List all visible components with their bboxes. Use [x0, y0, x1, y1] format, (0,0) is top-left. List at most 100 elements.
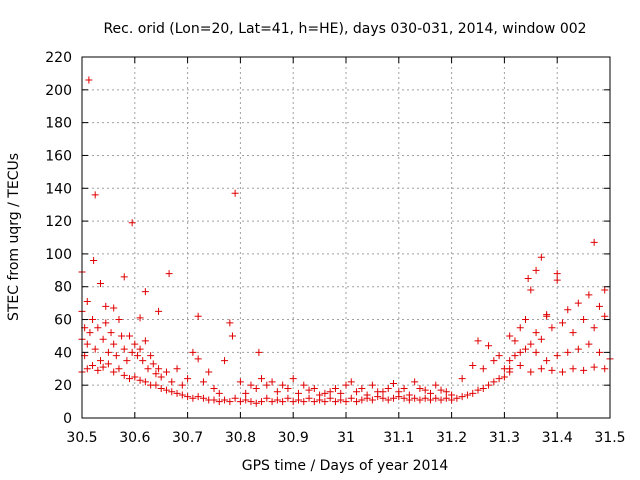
data-point: [85, 76, 93, 84]
data-point: [189, 394, 197, 402]
data-point: [118, 332, 126, 340]
data-point: [331, 384, 339, 392]
data-point: [442, 388, 450, 396]
data-point: [337, 389, 345, 397]
data-point: [585, 291, 593, 299]
data-point: [112, 352, 120, 360]
data-point: [564, 306, 572, 314]
data-point: [96, 357, 104, 365]
x-tick-label: 31.4: [542, 430, 573, 446]
data-point: [474, 386, 482, 394]
data-point: [421, 394, 429, 402]
data-point: [353, 388, 361, 396]
data-point: [126, 375, 134, 383]
data-point: [490, 357, 498, 365]
data-point: [358, 396, 366, 404]
y-tick-label: 160: [45, 148, 72, 164]
y-tick-label: 200: [45, 83, 72, 99]
data-point: [495, 352, 503, 360]
data-point: [289, 375, 297, 383]
grid: [82, 57, 610, 418]
data-point: [104, 348, 112, 356]
data-point: [400, 384, 408, 392]
data-point: [558, 319, 566, 327]
data-point: [426, 389, 434, 397]
data-point: [173, 389, 181, 397]
data-point: [289, 398, 297, 406]
data-point: [411, 394, 419, 402]
data-point: [363, 391, 371, 399]
data-point: [506, 357, 514, 365]
data-point: [524, 275, 532, 283]
data-point: [432, 394, 440, 402]
data-point: [347, 394, 355, 402]
data-point: [469, 361, 477, 369]
data-point: [569, 329, 577, 337]
data-point: [305, 386, 313, 394]
data-point: [136, 376, 144, 384]
data-point: [321, 398, 329, 406]
data-point: [548, 366, 556, 374]
data-point: [120, 345, 128, 353]
data-point: [194, 355, 202, 363]
data-point: [263, 394, 271, 402]
data-point: [284, 384, 292, 392]
data-point: [405, 391, 413, 399]
data-point: [316, 391, 324, 399]
data-point: [91, 191, 99, 199]
data-point: [379, 394, 387, 402]
data-point: [255, 348, 263, 356]
data-point: [368, 396, 376, 404]
data-point: [564, 348, 572, 356]
data-point: [107, 329, 115, 337]
x-tick-label: 30.6: [119, 430, 150, 446]
data-point: [553, 276, 561, 284]
data-point: [601, 286, 609, 294]
data-point: [284, 394, 292, 402]
data-point: [83, 365, 91, 373]
data-point: [120, 273, 128, 281]
data-point: [136, 314, 144, 322]
data-point: [184, 393, 192, 401]
data-point: [321, 389, 329, 397]
data-point: [141, 288, 149, 296]
data-point: [374, 388, 382, 396]
data-point: [210, 384, 218, 392]
data-point: [347, 378, 355, 386]
data-point: [543, 357, 551, 365]
data-point: [442, 394, 450, 402]
data-point: [479, 384, 487, 392]
data-point: [258, 398, 266, 406]
data-point: [157, 373, 165, 381]
data-point: [453, 394, 461, 402]
data-point: [310, 384, 318, 392]
data-point: [162, 386, 170, 394]
data-point: [553, 270, 561, 278]
data-point: [479, 365, 487, 373]
data-point: [215, 389, 223, 397]
data-point: [184, 375, 192, 383]
data-point: [543, 312, 551, 320]
data-point: [458, 375, 466, 383]
x-tick-label: 30.7: [172, 430, 203, 446]
data-point: [231, 189, 239, 197]
data-point: [152, 370, 160, 378]
data-point: [326, 394, 334, 402]
data-point: [485, 381, 493, 389]
data-point: [590, 363, 598, 371]
data-point: [128, 219, 136, 227]
data-point: [273, 396, 281, 404]
data-point: [242, 396, 250, 404]
data-point: [537, 365, 545, 373]
data-point: [574, 345, 582, 353]
data-point: [279, 398, 287, 406]
data-point: [358, 384, 366, 392]
data-point: [384, 384, 392, 392]
data-point: [601, 365, 609, 373]
data-point: [131, 340, 139, 348]
data-point: [522, 316, 530, 324]
data-point: [173, 365, 181, 373]
data-point: [569, 365, 577, 373]
data-point: [115, 365, 123, 373]
